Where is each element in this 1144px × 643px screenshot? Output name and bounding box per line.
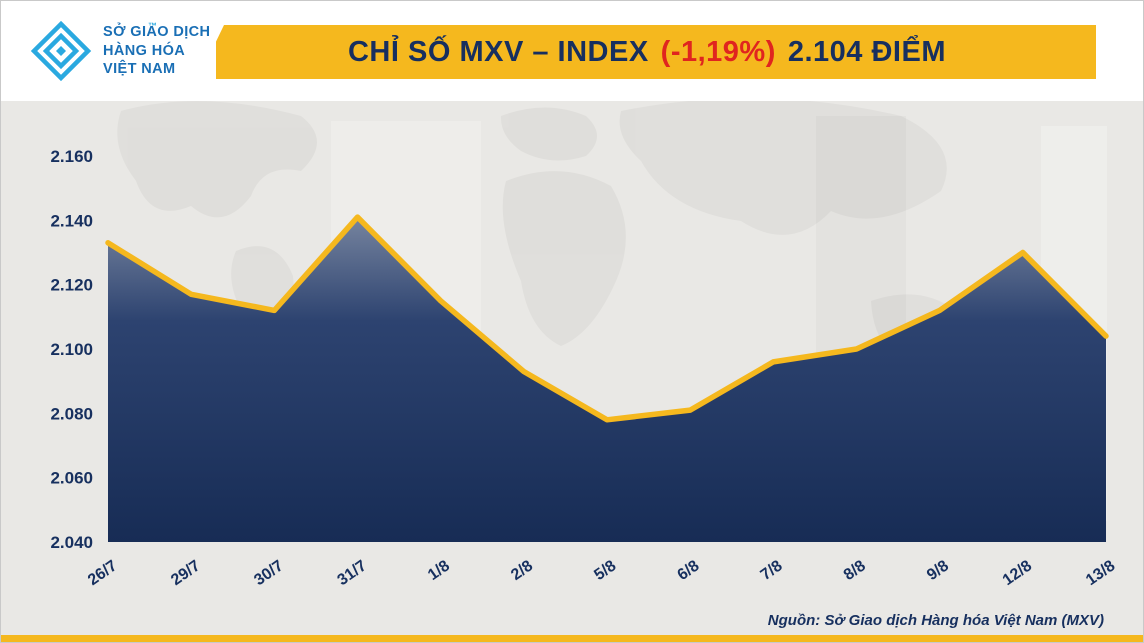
- y-tick-label: 2.160: [50, 147, 93, 166]
- logo-text: SỞ GIAO DỊCH HÀNG HÓA VIỆT NAM: [103, 23, 210, 80]
- mxv-logo-icon: ™: [29, 19, 157, 83]
- index-area-fill: [108, 217, 1106, 542]
- x-tick-label: 8/8: [841, 557, 869, 584]
- change-percentage: (-1,19%): [660, 35, 776, 68]
- x-tick-label: 31/7: [335, 557, 370, 589]
- y-tick-label: 2.060: [50, 469, 93, 488]
- logo-line-3: VIỆT NAM: [103, 61, 176, 78]
- x-tick-label: 2/8: [508, 557, 536, 584]
- y-tick-label: 2.120: [50, 276, 93, 295]
- y-tick-label: 2.080: [50, 404, 93, 423]
- trademark-symbol: ™: [148, 21, 157, 31]
- x-tick-label: 1/8: [425, 557, 453, 584]
- x-tick-label: 26/7: [85, 557, 120, 589]
- x-tick-label: 7/8: [758, 557, 786, 584]
- y-tick-label: 2.040: [50, 533, 93, 552]
- logo-line-1: SỞ GIAO DỊCH: [103, 23, 211, 40]
- x-tick-label: 13/8: [1083, 557, 1118, 589]
- x-tick-label: 9/8: [924, 557, 952, 584]
- x-tick-label: 6/8: [675, 557, 703, 584]
- x-tick-label: 5/8: [591, 557, 619, 584]
- index-line: [105, 214, 1109, 423]
- chart-title-text: CHỈ SỐ MXV – INDEX: [347, 35, 649, 68]
- source-caption: Nguồn: Sở Giao dịch Hàng hóa Việt Nam (M…: [767, 612, 1104, 629]
- chart-panel: 2.160 2.140 2.120 2.100 2.080 2.060 2.040 26/7 2…: [1, 101, 1143, 642]
- x-tick-label: 29/7: [168, 557, 203, 589]
- y-tick-label: 2.100: [50, 340, 93, 359]
- bottom-accent-bar: [1, 635, 1143, 642]
- index-points-text: 2.104 ĐIỂM: [787, 35, 946, 68]
- mxv-logo: ™ SỞ GIAO DỊCH HÀNG HÓA VIỆT NAM: [27, 17, 217, 85]
- logo-line-2: HÀNG HÓA: [103, 42, 186, 59]
- x-tick-label: 30/7: [251, 557, 286, 589]
- chart-panel-canvas: 2.160 2.140 2.120 2.100 2.080 2.060 2.040 26/7 2…: [50, 101, 1118, 589]
- x-tick-label: 12/8: [1000, 557, 1035, 589]
- y-tick-label: 2.140: [50, 211, 93, 230]
- title-banner: CHỈ SỐ MXV – INDEX (-1,19%) 2.104 ĐIỂM: [198, 25, 1096, 79]
